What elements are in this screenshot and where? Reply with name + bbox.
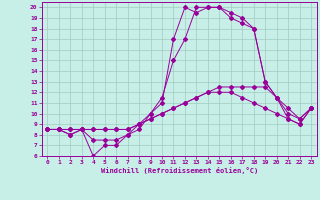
X-axis label: Windchill (Refroidissement éolien,°C): Windchill (Refroidissement éolien,°C) bbox=[100, 167, 258, 174]
